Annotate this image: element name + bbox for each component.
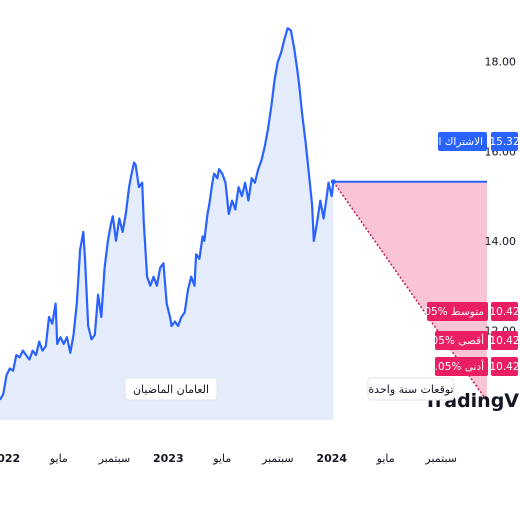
- x-tick-label: مايو: [212, 452, 231, 465]
- forecast-min-value: 10.42: [489, 361, 519, 373]
- x-tick-label: سبتمبر: [98, 452, 131, 465]
- past-caption: العامان الماضيان: [124, 377, 218, 401]
- current-price-value: 15.32: [489, 136, 519, 148]
- current-point: [330, 179, 336, 185]
- x-axis: 2022 مايو سبتمبر 2023 مايو سبتمبر 2024 مايو سبتم…: [0, 452, 457, 465]
- forecast-avg-label: −32.05% متوسط: [399, 306, 484, 318]
- x-tick-label: 2023: [153, 452, 184, 465]
- x-tick-label: سبتمبر: [424, 452, 457, 465]
- forecast-caption: توقعات سنة واحدة: [367, 377, 455, 401]
- y-tick-label: 14.00: [485, 235, 517, 248]
- forecast-caption-text: توقعات سنة واحدة: [368, 383, 453, 396]
- past-caption-text: العامان الماضيان: [133, 383, 209, 396]
- forecast-avg-value: 10.42: [489, 306, 519, 318]
- y-tick-label: 18.00: [485, 56, 517, 69]
- forecast-min-label: −32.05% أدنى: [413, 359, 485, 373]
- x-tick-label: 2024: [316, 452, 347, 465]
- forecast-min-badge: −32.05% أدنى 10.42: [413, 357, 520, 376]
- current-price-label: الاشتراك الحالي: [413, 136, 483, 148]
- x-tick-label: 2022: [0, 452, 20, 465]
- forecast-avg-badge: −32.05% متوسط 10.42: [399, 302, 520, 321]
- x-tick-label: سبتمبر: [261, 452, 294, 465]
- forecast-max-label: −32.05% أقصى: [406, 333, 484, 347]
- x-tick-label: مايو: [49, 452, 68, 465]
- price-line: [0, 27, 335, 401]
- forecast-max-value: 10.42: [489, 335, 519, 347]
- current-price-badge: الاشتراك الحالي 15.32: [413, 132, 520, 151]
- x-tick-label: مايو: [376, 452, 395, 465]
- forecast-max-badge: −32.05% أقصى 10.42: [406, 331, 520, 350]
- price-area-fill: [0, 28, 334, 420]
- forecast-low-line: [332, 181, 488, 402]
